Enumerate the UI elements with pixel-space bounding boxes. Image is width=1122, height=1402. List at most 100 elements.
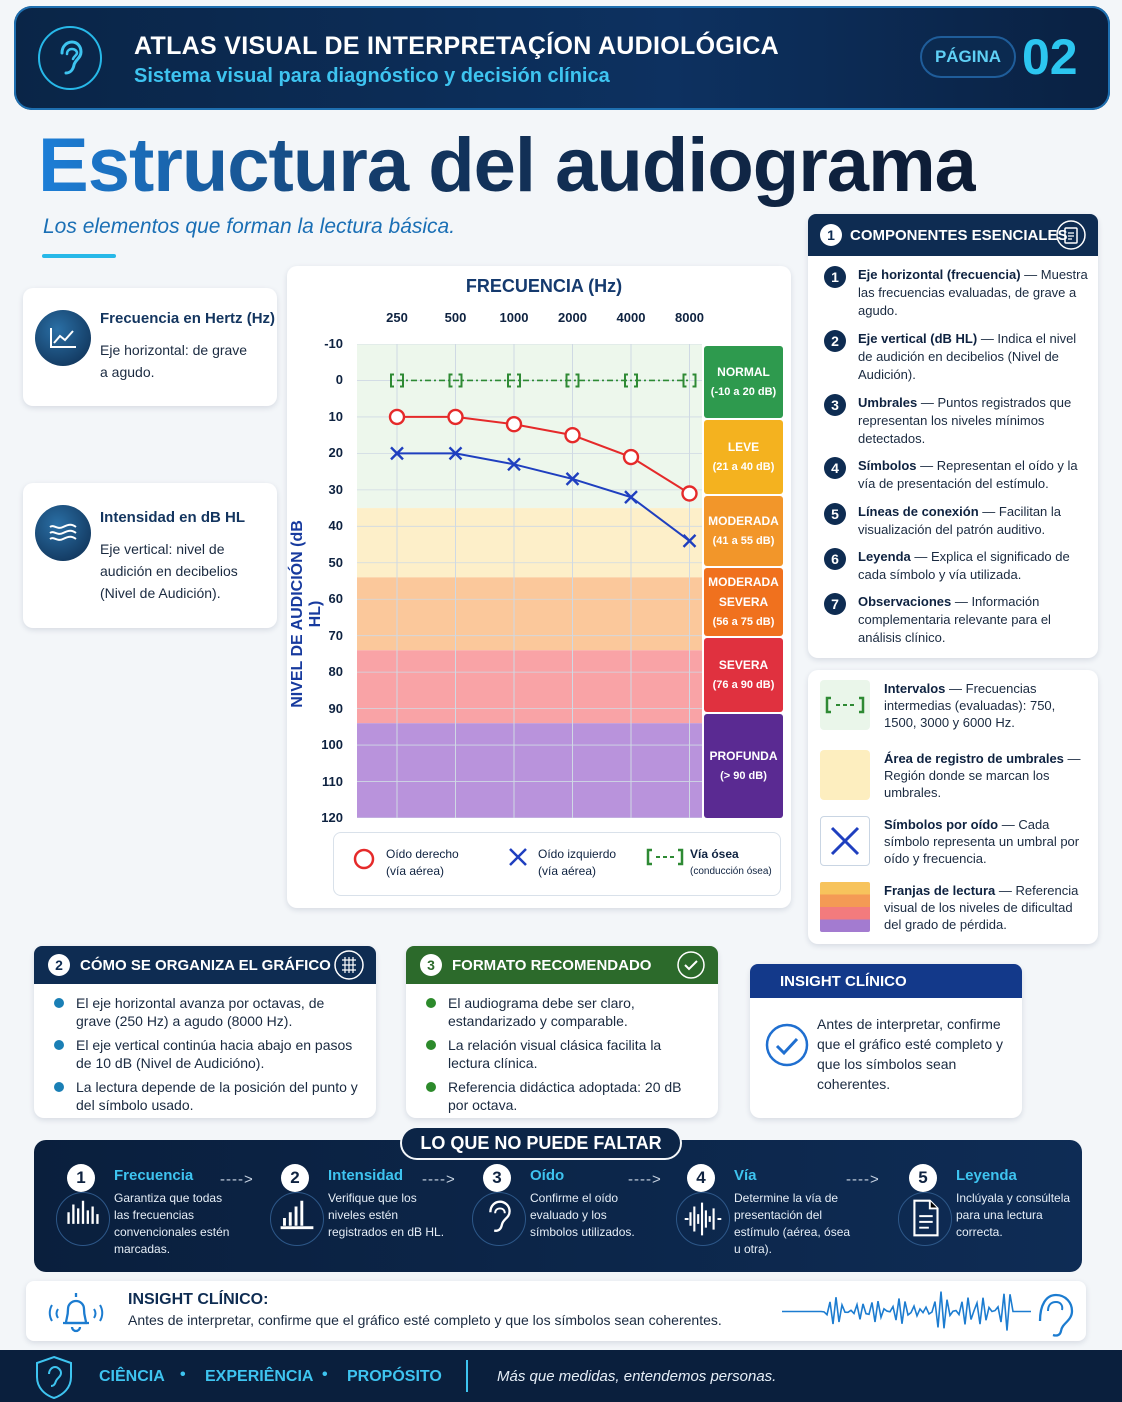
bone-marker (390, 373, 404, 388)
component-item: 2 Eje vertical (dB HL) — Indica el nivel … (824, 330, 1088, 384)
right-ear-marker (622, 448, 640, 466)
right-ear-marker (447, 408, 464, 426)
footer-word-proposito: PROPÓSITO (347, 1368, 442, 1385)
x-tick-label: 8000 (675, 310, 704, 325)
format-title: FORMATO RECOMENDADO (452, 956, 652, 974)
right-ear-marker (681, 485, 698, 502)
step-text: Confirme el oído evaluado y los símbolos… (530, 1191, 635, 1239)
bone-marker (507, 373, 521, 388)
component-item: 4 Símbolos — Representan el oído y la vía… (824, 457, 1088, 493)
component-text: Leyenda — Explica el significado de cada… (858, 548, 1088, 584)
document-icon (898, 1192, 952, 1246)
component-description: — Facilitan la visualización del patrón … (858, 504, 1062, 537)
step-number: 1 (67, 1164, 95, 1192)
bullet-dot (54, 998, 64, 1008)
step-text: Verifique que los niveles estén registra… (328, 1191, 445, 1239)
series-line-right-ear (397, 415, 691, 495)
component-term: Observaciones (858, 594, 952, 609)
insight-box: INSIGHT CLÍNICO Antes de interpretar, co… (750, 964, 1022, 1118)
y-tick-label: 70 (328, 627, 343, 643)
x-tick-label: 1000 (499, 310, 529, 325)
component-item: 5 Líneas de conexión — Facilitan la visua… (824, 503, 1088, 539)
y-tick-label: 110 (322, 773, 343, 789)
bottom-insight-title: INSIGHT CLÍNICO: (128, 1291, 269, 1308)
plot-band (357, 650, 702, 724)
right-ear-marker (505, 416, 523, 433)
circle-marker-icon (353, 848, 375, 870)
ear-icon (472, 1192, 526, 1246)
waveform-icon (676, 1192, 730, 1246)
band-range: (-10 a 20 dB) (710, 386, 777, 398)
severity-band-label: MODERADA SEVERA (56 a 75 dB) (704, 568, 783, 636)
checklist-title: LO QUE NO PUEDE FALTAR (400, 1126, 682, 1160)
key-item-intervals: Intervalos — Frecuencias intermedias (ev… (820, 680, 1088, 731)
header-title: ATLAS VISUAL DE INTERPRETAÇÍON AUDIOLÓGI… (134, 32, 780, 60)
severity-band-label: LEVE (21 a 40 dB) (704, 420, 783, 494)
page-title: Estructura del audiograma (38, 123, 977, 208)
chart-legend: Oído derecho (vía aérea) Oído izquierdo … (333, 832, 781, 896)
left-ear-marker (507, 457, 521, 472)
step-text: Garantiza que todas las frecuencias conv… (114, 1191, 230, 1256)
y-tick-label: 0 (335, 372, 343, 388)
insight-text: Antes de interpretar, confirme que el gr… (817, 1016, 1003, 1092)
left-ear-marker (448, 446, 463, 461)
ear-logo-icon (38, 26, 102, 90)
component-description: — Muestra las frecuencias evaluadas, de … (858, 267, 1088, 318)
footer-divider (466, 1360, 468, 1392)
insight-header: INSIGHT CLÍNICO (750, 964, 1022, 998)
component-description: — Explica el significado de cada símbolo… (858, 549, 1070, 582)
component-text: Umbrales — Puntos registrados que repres… (858, 394, 1088, 448)
organization-list: El eje horizontal avanza por octavas, de… (34, 984, 376, 1114)
component-description: — Representan el oído y la vía de presen… (858, 458, 1078, 491)
grid-icon (334, 950, 364, 980)
shield-ear-icon (36, 1355, 72, 1400)
bullet-item: El audiograma debe ser claro, estandariz… (426, 994, 704, 1030)
footer-dot: • (180, 1366, 186, 1383)
band-range: (41 a 55 dB) (712, 535, 775, 547)
bell-icon (48, 1293, 104, 1333)
step-number: 2 (281, 1164, 309, 1192)
footer-word-ciencia: CIÊNCIA (99, 1368, 165, 1385)
component-term: Líneas de conexión (858, 504, 979, 519)
intensity-bars-icon (270, 1192, 324, 1246)
bullet-text: La relación visual clásica facilita la l… (448, 1037, 662, 1071)
severity-band-label: SEVERA (76 a 90 dB) (704, 638, 783, 712)
step-title: Intensidad (328, 1167, 404, 1184)
bone-marker (565, 373, 580, 388)
legend-left-ear: Oído izquierdo (vía aérea) (538, 847, 617, 878)
footer-dot: • (322, 1366, 328, 1383)
footer-word-experiencia: EXPERIÊNCIA (205, 1368, 314, 1385)
x-tick-label: 2000 (558, 310, 587, 325)
bullet-item: La relación visual clásica facilita la l… (426, 1036, 704, 1072)
format-box: 3 FORMATO RECOMENDADO El audiograma debe… (406, 946, 718, 1118)
x-symbol-icon (820, 816, 870, 866)
bullet-item: Referencia didáctica adoptada: 20 dB por… (426, 1078, 704, 1114)
step-text: Determine la vía de presentación del est… (734, 1191, 851, 1256)
band-range: (> 90 dB) (720, 770, 767, 782)
y-tick-label: 30 (328, 481, 343, 497)
step-text: Inclúyala y consúltela para una lectura … (956, 1191, 1071, 1239)
title-underline (42, 254, 116, 258)
components-title: COMPONENTES ESENCIALES (850, 226, 1068, 244)
bracket-key-icon (820, 680, 870, 730)
y-tick-label: 20 (328, 445, 343, 461)
sound-wave-icon (35, 505, 91, 561)
sound-wave-ear-icon (782, 1291, 1074, 1337)
bullet-text: El eje vertical continúa hacia abajo en … (76, 1037, 353, 1071)
frequency-card-title: Frecuencia en Hertz (Hz) (100, 310, 276, 327)
bullet-dot (426, 1040, 436, 1050)
x-tick-label: 250 (386, 310, 408, 325)
right-ear-marker (564, 426, 581, 444)
component-item: 3 Umbrales — Puntos registrados que repre… (824, 394, 1088, 448)
audiogram-card: FRECUENCIA (Hz) NIVEL DE AUDICIÓN (dB HL… (287, 266, 791, 908)
components-number: 1 (820, 224, 842, 246)
component-number: 6 (824, 548, 846, 570)
y-tick-label: 80 (328, 664, 343, 680)
line-chart-icon (35, 310, 91, 366)
plot-band (357, 344, 702, 509)
bone-marker (448, 373, 463, 388)
step-arrow: ----> (422, 1171, 456, 1188)
component-description: — Información complementaria relevante p… (858, 594, 1051, 645)
bullet-item: El eje horizontal avanza por octavas, de… (54, 994, 362, 1030)
footer-bar: CIÊNCIA • EXPERIÊNCIA • PROPÓSITO Más qu… (0, 1350, 1122, 1402)
